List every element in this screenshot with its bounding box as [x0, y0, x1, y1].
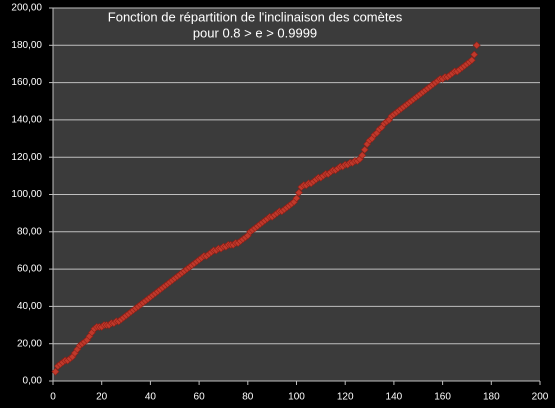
x-tick-label: 140 [386, 392, 403, 403]
x-tick-label: 160 [434, 392, 451, 403]
point [472, 41, 481, 50]
x-tick-label: 100 [288, 392, 305, 403]
point [51, 367, 60, 376]
point [467, 56, 476, 65]
y-tick-label: 120,00 [11, 152, 42, 163]
y-tick-label: 80,00 [17, 226, 42, 237]
chart-title: Fonction de répartition de l'inclinaison… [108, 9, 403, 24]
y-tick-label: 160,00 [11, 77, 42, 88]
point [292, 194, 301, 203]
y-tick-label: 20,00 [17, 338, 42, 349]
x-tick-label: 40 [145, 392, 157, 403]
y-tick-label: 200,00 [11, 3, 42, 14]
x-tick-label: 200 [532, 392, 549, 403]
y-tick-label: 180,00 [11, 40, 42, 51]
marks [51, 41, 481, 376]
y-tick-label: 0,00 [23, 376, 43, 387]
point [470, 50, 479, 59]
x-tick-label: 80 [242, 392, 254, 403]
chart-subtitle: pour 0.8 > e > 0.9999 [193, 25, 317, 40]
x-tick-label: 0 [50, 392, 56, 403]
y-tick-label: 140,00 [11, 115, 42, 126]
x-tick-label: 120 [337, 392, 354, 403]
x-tick-label: 20 [96, 392, 108, 403]
y-tick-label: 40,00 [17, 301, 42, 312]
y-tick-label: 100,00 [11, 189, 42, 200]
point [358, 151, 367, 160]
x-tick-label: 180 [483, 392, 500, 403]
point [360, 145, 369, 154]
y-tick-label: 60,00 [17, 264, 42, 275]
x-tick-label: 60 [194, 392, 206, 403]
point [295, 188, 303, 197]
